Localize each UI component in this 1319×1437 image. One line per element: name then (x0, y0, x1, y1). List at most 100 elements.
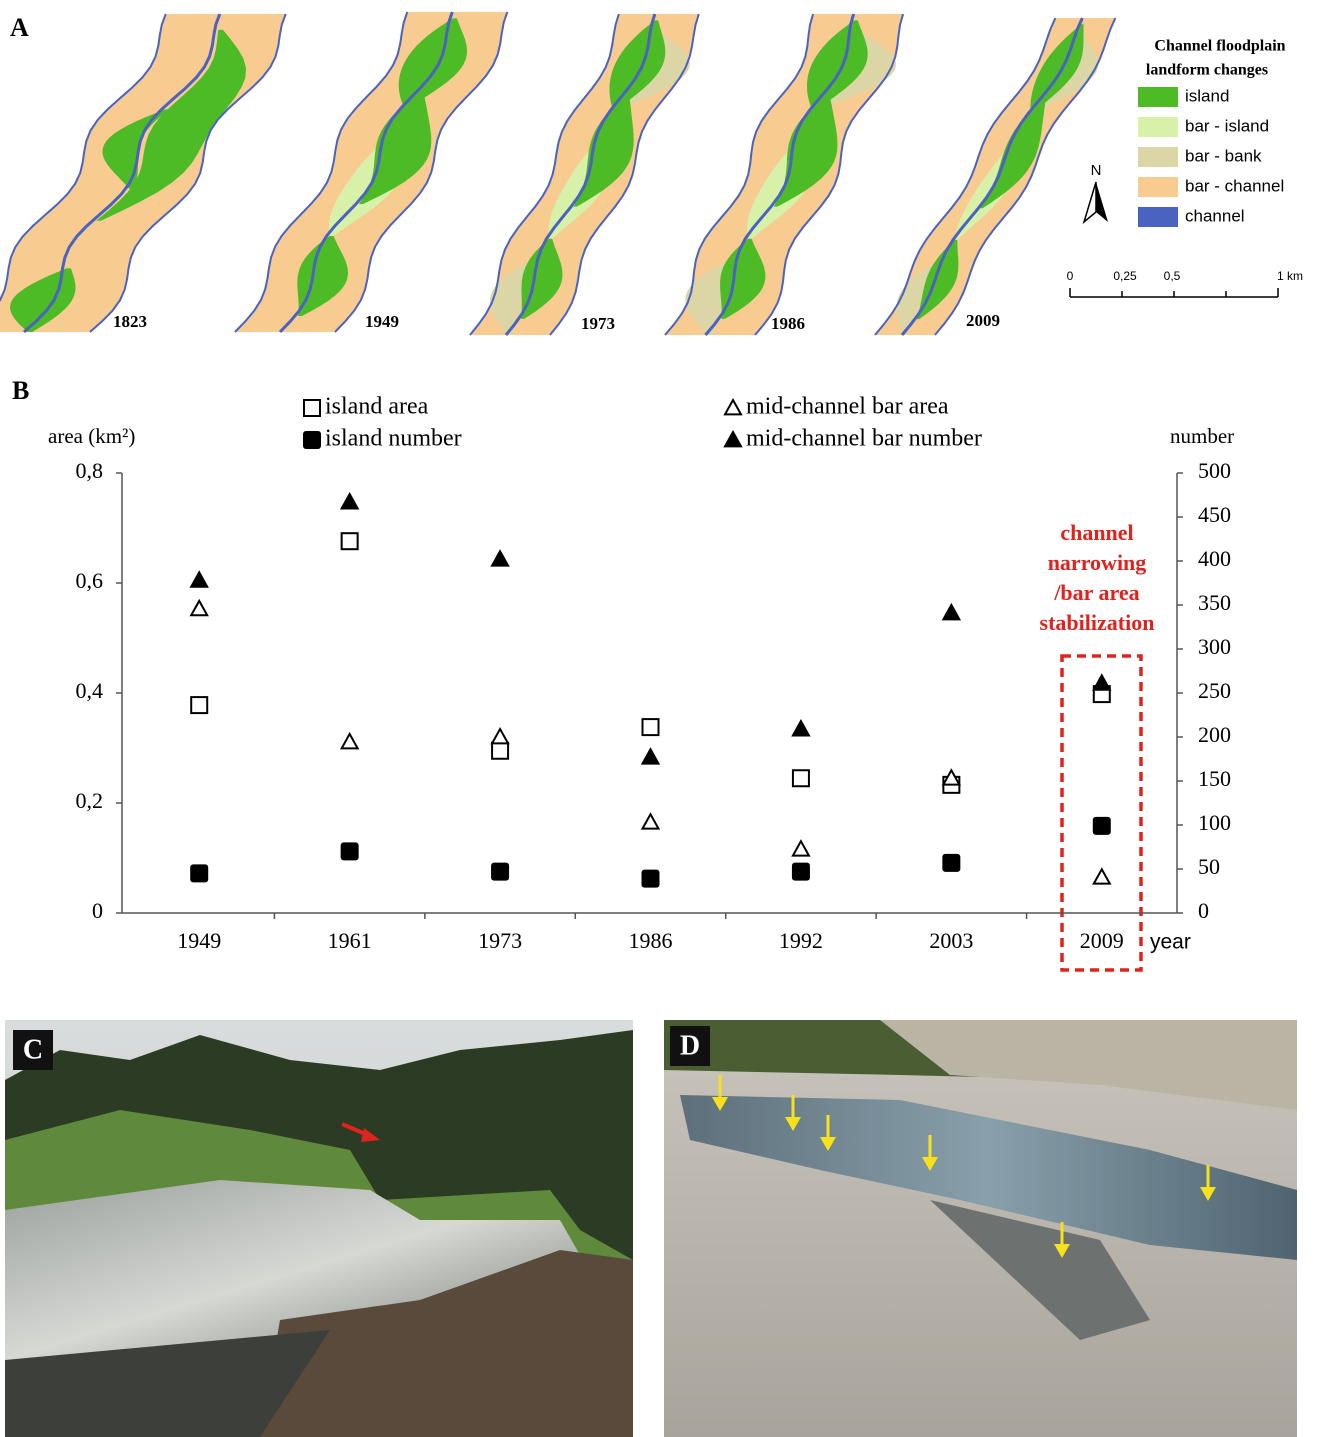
figure: A 18231949197319862009 Channel floodplai… (0, 0, 1319, 1437)
legend-swatch (1138, 177, 1178, 197)
panel-label: D (680, 1030, 700, 1061)
y2-tick-label: 100 (1198, 810, 1231, 835)
scale-bar (1070, 288, 1278, 297)
y2-tick-label: 50 (1198, 854, 1220, 879)
y2-tick-label: 500 (1198, 458, 1231, 483)
panel-c: C (5, 1020, 633, 1437)
legend-swatch (1138, 207, 1178, 227)
legend-label: island (1185, 86, 1229, 105)
map: 2009 (875, 18, 1115, 335)
point (191, 865, 207, 881)
map-year: 2009 (966, 311, 1000, 330)
y-tick-label: 0,4 (76, 678, 104, 703)
point (643, 719, 659, 735)
panel-d: D (664, 1020, 1297, 1437)
point (1094, 818, 1110, 834)
north-label: N (1091, 162, 1102, 179)
point (191, 572, 207, 586)
annotation: narrowing (1048, 550, 1147, 575)
map: 1973 (470, 14, 699, 335)
point (492, 743, 508, 759)
panel-b: B area (km²) number year 00,20,40,60,805… (12, 376, 1234, 970)
map-year: 1823 (113, 312, 147, 331)
point (492, 551, 508, 565)
panel-label: B (12, 376, 29, 405)
x-tick-label: 1949 (177, 928, 221, 953)
x-tick-label: 1973 (478, 928, 522, 953)
legend-marker (304, 400, 320, 416)
legend-marker (725, 400, 741, 414)
y2-tick-label: 300 (1198, 634, 1231, 659)
legend-marker (725, 432, 741, 446)
point (342, 533, 358, 549)
annotation: channel (1060, 520, 1133, 545)
y2-tick-label: 150 (1198, 766, 1231, 791)
point (793, 841, 809, 855)
point (793, 864, 809, 880)
legend-swatch (1138, 87, 1178, 107)
y2-tick-label: 200 (1198, 722, 1231, 747)
north-arrow (1084, 182, 1096, 222)
legend-title: landform changes (1146, 62, 1268, 79)
point (643, 871, 659, 887)
point (1094, 869, 1110, 883)
legend-label: mid-channel bar number (746, 426, 982, 452)
y2-tick-label: 250 (1198, 678, 1231, 703)
y2-tick-label: 350 (1198, 590, 1231, 615)
y-tick-label: 0,6 (76, 568, 104, 593)
map-year: 1973 (581, 314, 615, 333)
scale-label: 0,5 (1164, 269, 1181, 283)
map-year: 1986 (771, 314, 805, 333)
point (943, 605, 959, 619)
legend-label: mid-channel bar area (746, 394, 949, 420)
map: 1823 (0, 14, 286, 332)
point (492, 729, 508, 743)
point (191, 601, 207, 615)
annotation: /bar area (1053, 580, 1139, 605)
legend-label: bar - bank (1185, 146, 1262, 165)
panel-label: C (23, 1034, 43, 1065)
chart: 0 0,2 0,4 0,6 0,8 0 50 100 150 200 250 300 350 400 450… (76, 394, 1232, 954)
map-legend: island bar - island bar - bank bar - channe… (1138, 86, 1284, 227)
y-tick-label: 0 (92, 898, 103, 923)
point (943, 855, 959, 871)
y2-tick-label: 0 (1198, 898, 1209, 923)
legend-swatch (1138, 147, 1178, 167)
legend-marker (304, 432, 320, 448)
y-tick-label: 0,2 (76, 788, 104, 813)
scale-label: 0,25 (1113, 269, 1137, 283)
maps: 1823 1949 1973 1986 2009 (0, 12, 1115, 335)
point (793, 721, 809, 735)
point (191, 697, 207, 713)
y2-tick-label: 400 (1198, 546, 1231, 571)
point (492, 864, 508, 880)
scale-label: 1 km (1277, 269, 1303, 283)
point (342, 734, 358, 748)
y-tick-label: 0,8 (76, 458, 104, 483)
point (342, 494, 358, 508)
point (643, 749, 659, 763)
scale-label: 0 (1067, 269, 1074, 283)
y2-axis-label: number (1170, 424, 1234, 448)
x-axis-label: year (1150, 931, 1191, 954)
legend-title: Channel floodplain (1154, 38, 1285, 55)
y2-tick-label: 450 (1198, 502, 1231, 527)
x-tick-label: 1961 (328, 928, 372, 953)
legend-label: bar - channel (1185, 176, 1284, 195)
x-tick-label: 1986 (629, 928, 673, 953)
north-arrow (1096, 182, 1108, 222)
legend-label: bar - island (1185, 116, 1269, 135)
map: 1986 (665, 14, 903, 335)
point (793, 770, 809, 786)
point (643, 814, 659, 828)
legend-label: island number (325, 426, 462, 452)
point (342, 843, 358, 859)
map-year: 1949 (365, 312, 399, 331)
map: 1949 (235, 12, 507, 332)
legend-label: channel (1185, 206, 1245, 225)
legend-swatch (1138, 117, 1178, 137)
legend-label: island area (325, 394, 429, 420)
annotation: stabilization (1040, 610, 1155, 635)
point (1094, 675, 1110, 689)
